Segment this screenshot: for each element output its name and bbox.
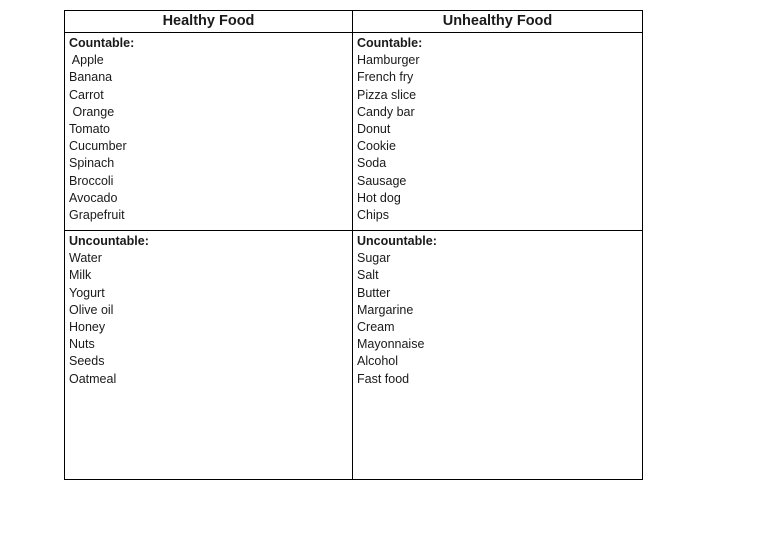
food-item: Seeds (69, 354, 105, 369)
food-item: Oatmeal (69, 371, 117, 386)
food-item: French fry (357, 70, 414, 85)
food-item: Sausage (357, 173, 407, 188)
unhealthy-countable-cell: Countable: Hamburger French fry Pizza slic… (352, 32, 643, 231)
uncountable-row: Uncountable: Water Milk Yogurt Olive oil Hon… (64, 230, 643, 480)
food-item: Carrot (69, 87, 104, 102)
healthy-uncountable-list: Water Milk Yogurt Olive oil Honey Nuts Seeds Oa… (69, 250, 348, 388)
healthy-countable-cell: Countable: Apple Banana Carrot Orange Tomat… (64, 32, 353, 231)
unhealthy-countable-list: Hamburger French fry Pizza slice Candy bar D… (357, 52, 638, 224)
food-item: Water (69, 251, 102, 266)
food-item: Nuts (69, 337, 95, 352)
column-header-unhealthy-food: Unhealthy Food (352, 10, 643, 33)
unhealthy-uncountable-cell: Uncountable: Sugar Salt Butter Margarine Cre… (352, 230, 643, 480)
food-item: Apple (69, 53, 104, 68)
unhealthy-uncountable-list: Sugar Salt Butter Margarine Cream Mayonnaise A… (357, 250, 638, 388)
food-item: Tomato (69, 122, 110, 137)
food-item: Cucumber (69, 139, 127, 154)
healthy-countable-list: Apple Banana Carrot Orange Tomato Cucumber Sp… (69, 52, 348, 224)
food-item: Fast food (357, 371, 410, 386)
food-item: Donut (357, 122, 391, 137)
food-item: Salt (357, 268, 379, 283)
food-item: Milk (69, 268, 92, 283)
food-item: Butter (357, 285, 391, 300)
food-item: Cream (357, 320, 395, 335)
food-item: Soda (357, 156, 387, 171)
food-table: Healthy Food Unhealthy Food Countable: A… (64, 10, 643, 480)
unhealthy-uncountable-label: Uncountable: (357, 234, 437, 248)
food-item: Grapefruit (69, 208, 125, 223)
healthy-uncountable-cell: Uncountable: Water Milk Yogurt Olive oil Hon… (64, 230, 353, 480)
food-item: Avocado (69, 190, 118, 205)
food-item: Orange (69, 104, 115, 119)
food-item: Hamburger (357, 53, 420, 68)
countable-row: Countable: Apple Banana Carrot Orange Tomat… (64, 32, 643, 231)
food-item: Pizza slice (357, 87, 417, 102)
header-row: Healthy Food Unhealthy Food (64, 10, 643, 33)
food-item: Olive oil (69, 302, 114, 317)
food-item: Chips (357, 208, 389, 223)
food-item: Spinach (69, 156, 115, 171)
food-item: Margarine (357, 302, 414, 317)
food-item: Broccoli (69, 173, 114, 188)
food-item: Sugar (357, 251, 391, 266)
healthy-countable-label: Countable: (69, 36, 135, 50)
food-item: Cookie (357, 139, 396, 154)
food-item: Yogurt (69, 285, 105, 300)
food-item: Mayonnaise (357, 337, 425, 352)
food-item: Candy bar (357, 104, 415, 119)
column-header-healthy-food: Healthy Food (64, 10, 353, 33)
food-item: Alcohol (357, 354, 398, 369)
healthy-uncountable-label: Uncountable: (69, 234, 149, 248)
food-item: Hot dog (357, 190, 401, 205)
unhealthy-countable-label: Countable: (357, 36, 423, 50)
food-item: Honey (69, 320, 106, 335)
food-item: Banana (69, 70, 113, 85)
